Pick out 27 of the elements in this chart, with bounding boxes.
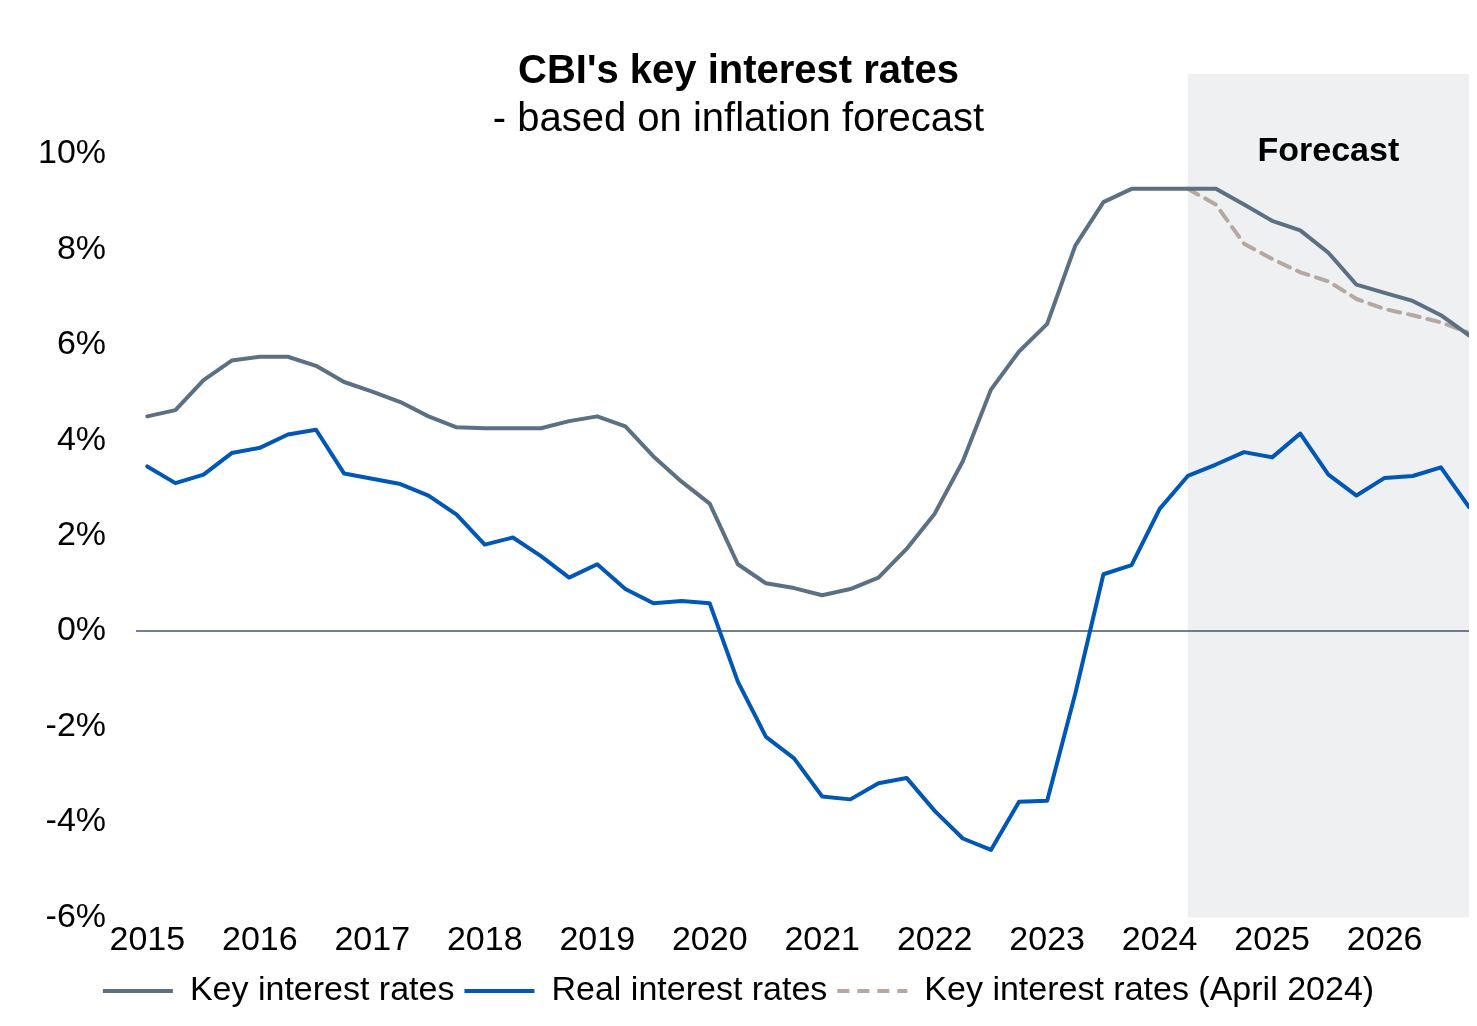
chart-subtitle: - based on inflation forecast: [492, 95, 985, 140]
y-tick-label: 0%: [56, 609, 107, 648]
legend-label: Key interest rates (April 2024): [924, 969, 1375, 1008]
x-tick-label: 2015: [109, 918, 186, 957]
y-tick-label: 8%: [56, 227, 107, 266]
x-tick-label: 2024: [1121, 918, 1198, 957]
x-tick-label: 2022: [896, 918, 973, 957]
legend-label: Real interest rates: [551, 969, 828, 1008]
band-label: Forecast: [1257, 130, 1400, 169]
x-tick-label: 2026: [1346, 918, 1423, 957]
y-tick-label: 2%: [56, 513, 107, 552]
x-tick-label: 2023: [1009, 918, 1085, 957]
y-tick-label: -2%: [45, 704, 107, 743]
x-tick-label: 2017: [334, 918, 411, 957]
chart-title: CBI's key interest rates: [518, 47, 959, 92]
y-tick-label: 4%: [56, 418, 107, 457]
y-tick-label: 6%: [56, 323, 107, 362]
x-tick-label: 2016: [221, 918, 298, 957]
x-tick-label: 2019: [559, 918, 636, 957]
y-tick-label: -4%: [45, 800, 107, 839]
x-tick-label: 2021: [784, 918, 861, 957]
legend-label: Key interest rates: [189, 969, 455, 1008]
x-tick-label: 2020: [671, 918, 748, 957]
y-tick-label: -6%: [45, 895, 107, 934]
x-tick-label: 2018: [446, 918, 523, 957]
y-tick-label: 10%: [37, 132, 107, 171]
x-tick-label: 2025: [1234, 918, 1310, 957]
